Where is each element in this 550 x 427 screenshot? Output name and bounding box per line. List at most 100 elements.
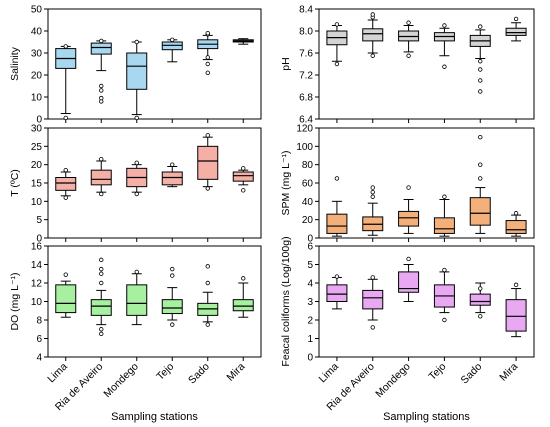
outlier-point [513,16,519,22]
y-tick-label: 8 [36,316,42,327]
y-tick-label: 6.4 [299,115,313,126]
plot-frame [47,8,262,120]
outlier-point [134,115,139,121]
outlier-point [478,176,483,181]
outlier-point [442,64,447,69]
outlier-point [334,274,340,279]
y-tick-label: 25 [31,142,43,153]
outlier-point [406,20,411,25]
outlier-point [478,89,483,94]
y-tick-label: 16 [31,242,43,253]
iqr-box [161,171,183,186]
outlier-point [478,67,483,72]
outlier-point [370,53,375,58]
iqr-box [469,293,491,306]
box-ria-de-aveiro [362,12,384,58]
outlier-point [99,280,104,286]
box-lima [326,274,348,310]
iqr-box [232,299,254,312]
box-mondego [398,256,420,302]
plot-frame [47,245,262,358]
panel-1: 0 10 20 30 40 50 Salinity [9,5,262,126]
y-tick-label: 30 [31,49,43,60]
outlier-point [478,314,483,319]
outlier-point [134,160,139,166]
outlier-point [478,59,483,64]
y-tick-label: 15 [31,179,43,190]
outlier-point [63,167,68,173]
y-tick-label: 0 [307,353,313,364]
outlier-point [99,88,104,93]
y-tick-label: 10 [31,297,43,308]
box-sado [197,264,219,327]
box-ria-de-aveiro [90,257,112,337]
outlier-point [513,211,519,216]
box-mondego [398,20,420,58]
box-sado [469,134,491,234]
y-tick-label: 12 [31,279,43,290]
iqr-box [433,217,455,234]
box-tejo [161,37,183,63]
outlier-point [370,189,375,195]
y-tick-label: 20 [302,215,314,226]
panel-2: 6.4 6.8 7.2 7.6 8.0 8.4 pH [280,5,535,126]
outlier-point [134,191,139,197]
y-tick-label: 0 [36,234,42,245]
y-tick-label: 8.0 [299,27,313,38]
y-tick-label: 10 [31,197,43,208]
outlier-point [442,23,447,28]
iqr-box [398,210,420,227]
outlier-point [370,194,375,199]
x-category-label: Tejo [154,361,176,383]
outlier-point [99,38,104,44]
box-tejo [433,23,455,69]
outlier-point [442,267,447,273]
box-ria-de-aveiro [90,38,112,104]
outlier-point [205,31,210,36]
y-tick-label: 80 [302,160,314,171]
outlier-point [99,257,104,263]
plot-frame [318,245,535,358]
box-mira [505,211,527,237]
box-mondego [126,269,148,326]
iqr-box [326,284,348,303]
x-category-label: Mira [224,361,247,384]
y-axis-label: Salinity [9,46,21,81]
outlier-point [99,331,104,337]
iqr-box [55,284,77,314]
outlier-point [99,156,104,162]
box-sado [197,133,219,191]
y-axis-label: Feacal coliforms (Log/100g) [280,236,292,366]
y-axis-label: DO (mg L⁻¹) [9,272,21,330]
outlier-point [205,186,210,191]
outlier-point [442,317,447,323]
y-tick-label: 7.2 [299,71,313,82]
y-tick-label: 14 [31,260,43,271]
iqr-box [90,299,112,316]
box-ria-de-aveiro [362,185,384,236]
outlier-point [205,55,210,60]
y-tick-label: 10 [31,93,43,104]
box-mira [232,38,254,45]
iqr-box [90,169,112,186]
y-tick-label: 60 [302,179,314,190]
box-tejo [433,267,455,323]
iqr-box [90,42,112,55]
box-ria-de-aveiro [362,275,384,330]
iqr-box [197,145,219,180]
x-category-label: Mira [497,361,520,384]
outlier-point [170,37,175,42]
outlier-point [241,276,246,281]
outlier-point [205,61,210,67]
outlier-point [478,78,483,83]
iqr-box [505,220,527,234]
outlier-point [99,95,104,101]
outlier-point [478,134,483,140]
outlier-point [205,322,210,327]
y-tick-label: 40 [31,27,43,38]
outlier-point [406,53,411,58]
y-tick-label: 4 [307,279,313,290]
y-axis-label: pH [280,57,292,70]
y-tick-label: 50 [31,5,43,16]
